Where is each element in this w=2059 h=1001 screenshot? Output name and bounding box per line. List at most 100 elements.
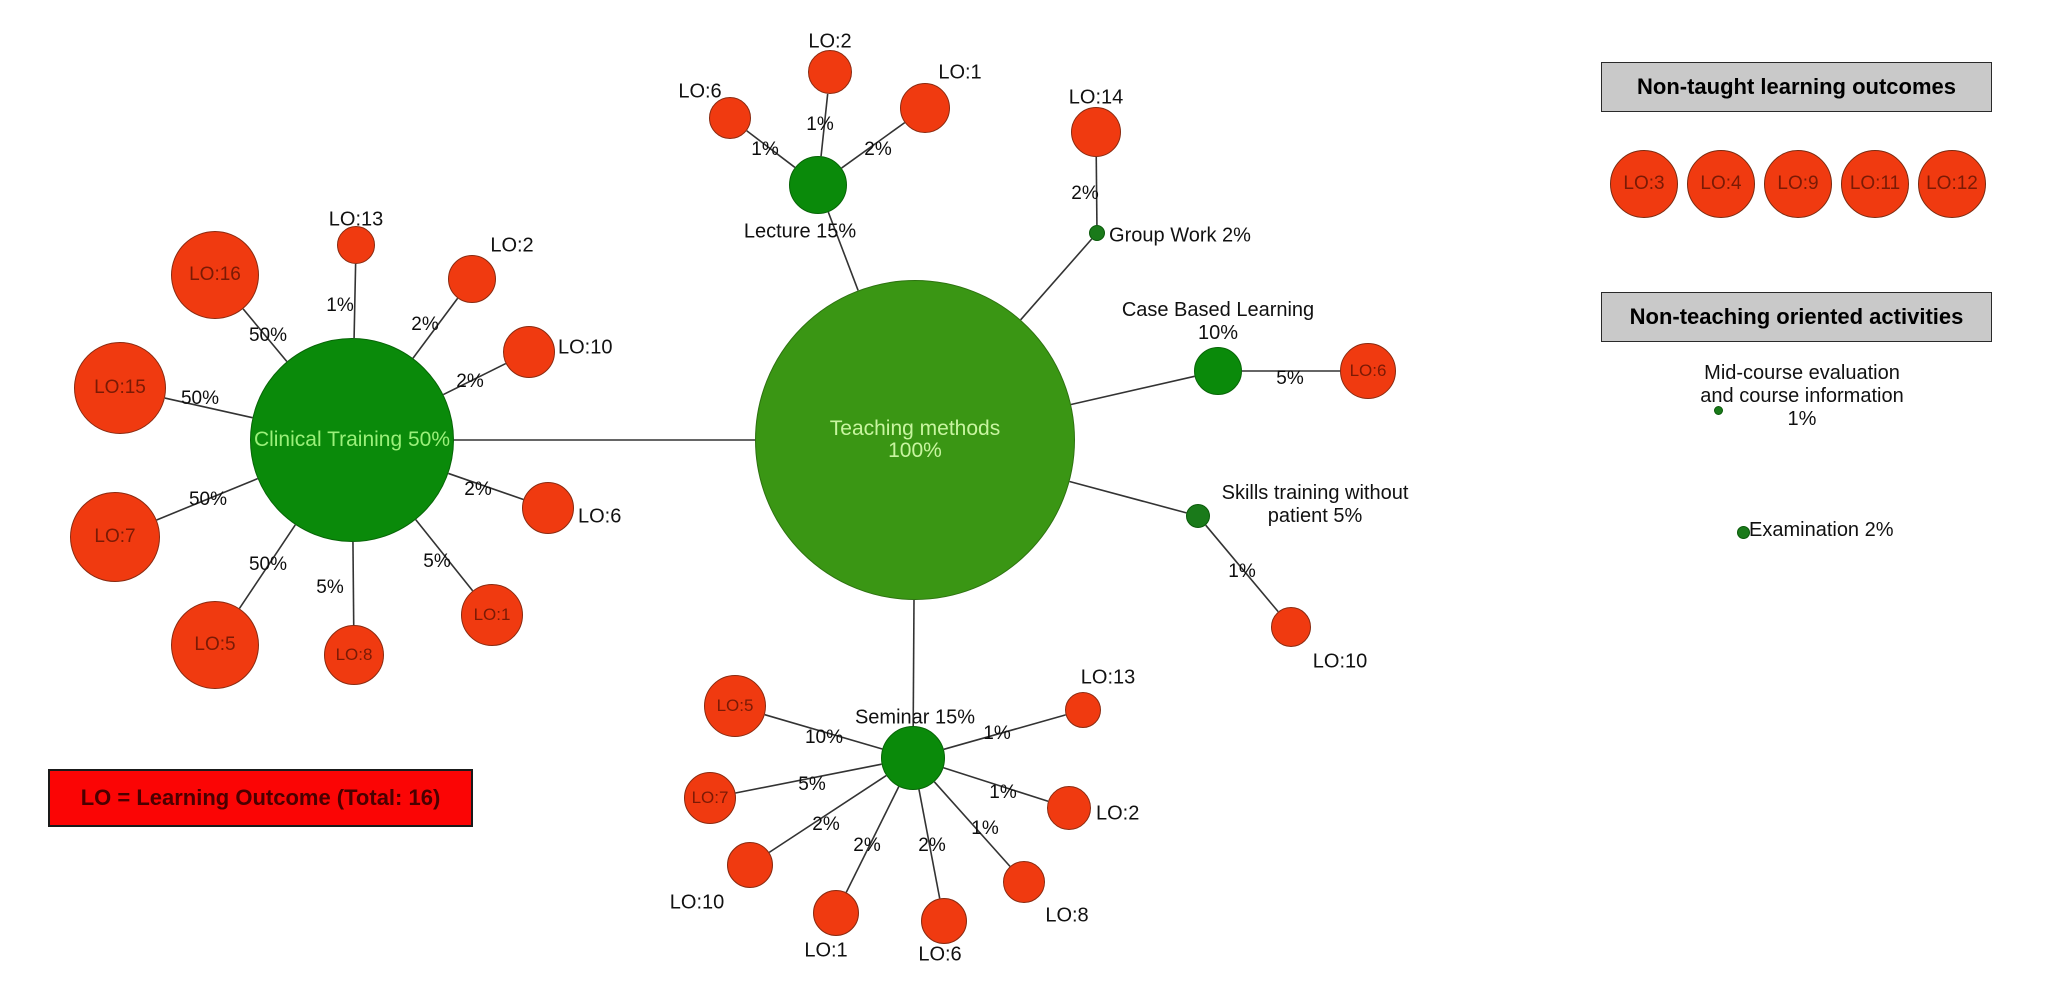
node-lecture-LO2-1-percent: 1%: [806, 114, 834, 135]
node-clinical-training-LO16-0-percent: 50%: [248, 325, 288, 346]
node-clinical-training-LO13-9[interactable]: [337, 226, 375, 264]
node-seminar-LO2-6-percent: 1%: [989, 782, 1017, 803]
node-clinical-training-LO1-5[interactable]: LO:1: [461, 584, 523, 646]
node-case-based-learning-LO6-0-percent: 5%: [1276, 368, 1304, 389]
node-clinical-training-LO7-2-percent: 50%: [188, 489, 228, 510]
node-clinical-training[interactable]: Clinical Training 50%: [250, 338, 454, 542]
node-seminar-LO1-3-percent: 2%: [853, 835, 881, 856]
node-clinical-training-LO7-2[interactable]: LO:7: [70, 492, 160, 582]
label-skills-training: Skills training without patient 5%: [1221, 482, 1409, 527]
edge-clinical-training-4: [352, 541, 355, 626]
legend-lo-circle-label: LO:12: [1926, 173, 1978, 194]
node-clinical-training-LO16-0[interactable]: LO:16: [171, 231, 259, 319]
node-clinical-training-LO1-5-label: LO:1: [473, 605, 511, 625]
node-seminar-LO7-1-label: LO:7: [691, 788, 729, 808]
node-clinical-training-LO10-7[interactable]: [503, 326, 555, 378]
mid-course-evaluation-label: Mid-course evaluation and course informa…: [1700, 362, 1904, 430]
node-lecture-LO6-0-percent: 1%: [751, 139, 779, 160]
node-skills-training-LO10-0-label: LO:10: [1312, 650, 1368, 673]
legend-non-teaching-title: Non-teaching oriented activities: [1601, 292, 1992, 342]
node-teaching-methods-label: Teaching methods 100%: [829, 416, 1001, 462]
node-group-work-LO14-0[interactable]: [1071, 107, 1121, 157]
node-lecture-LO6-0[interactable]: [709, 97, 751, 139]
node-skills-training[interactable]: [1186, 504, 1210, 528]
node-clinical-training-LO6-6[interactable]: [522, 482, 574, 534]
node-seminar-LO13-7[interactable]: [1065, 692, 1101, 728]
node-clinical-training-LO2-8[interactable]: [448, 255, 496, 303]
node-seminar-LO1-3-label: LO:1: [804, 939, 848, 962]
node-clinical-training-LO5-3[interactable]: LO:5: [171, 601, 259, 689]
node-seminar-LO6-4-label: LO:6: [918, 943, 962, 966]
node-seminar-LO8-5-percent: 1%: [971, 818, 999, 839]
edge-clinical-training-9: [353, 263, 357, 339]
node-skills-training-LO10-0[interactable]: [1271, 607, 1311, 647]
legend-lo-circle-label: LO:4: [1700, 173, 1742, 194]
edge-root-skills-training: [1069, 480, 1187, 514]
node-clinical-training-LO13-9-label: LO:13: [328, 208, 384, 231]
node-clinical-training-LO6-6-label: LO:6: [578, 505, 622, 528]
legend-lo-circle-lo12[interactable]: LO:12: [1918, 150, 1986, 218]
node-group-work[interactable]: [1089, 225, 1105, 241]
node-seminar-LO8-5-label: LO:8: [1045, 904, 1089, 927]
node-clinical-training-LO16-0-label: LO:16: [189, 264, 241, 286]
node-clinical-training-LO8-4-label: LO:8: [335, 645, 373, 665]
node-lecture-LO6-0-label: LO:6: [678, 80, 722, 103]
node-clinical-training-LO15-1[interactable]: LO:15: [74, 342, 166, 434]
node-seminar-LO5-0-label: LO:5: [716, 696, 754, 716]
legend-lo-circle-lo4[interactable]: LO:4: [1687, 150, 1755, 218]
node-clinical-training-LO5-3-label: LO:5: [194, 634, 236, 656]
node-seminar-LO2-6-label: LO:2: [1096, 802, 1140, 825]
node-clinical-training-LO13-9-percent: 1%: [326, 295, 354, 316]
node-clinical-training-LO15-1-percent: 50%: [180, 388, 220, 409]
node-seminar-LO8-5[interactable]: [1003, 861, 1045, 903]
node-seminar-LO5-0-percent: 10%: [804, 727, 844, 748]
lo-definition-banner: LO = Learning Outcome (Total: 16): [48, 769, 473, 827]
node-group-work-LO14-0-percent: 2%: [1071, 183, 1099, 204]
node-case-based-learning[interactable]: [1194, 347, 1242, 395]
legend-lo-circle-lo9[interactable]: LO:9: [1764, 150, 1832, 218]
node-lecture[interactable]: [789, 156, 847, 214]
label-lecture: Lecture 15%: [743, 220, 857, 243]
node-clinical-training-LO2-8-label: LO:2: [490, 234, 534, 257]
node-seminar-LO10-2[interactable]: [727, 842, 773, 888]
node-clinical-training-LO8-4[interactable]: LO:8: [324, 625, 384, 685]
node-clinical-training-label: Clinical Training 50%: [253, 427, 451, 451]
label-seminar: Seminar 15%: [854, 706, 976, 729]
legend-lo-circle-lo11[interactable]: LO:11: [1841, 150, 1909, 218]
node-seminar[interactable]: [881, 726, 945, 790]
node-clinical-training-LO15-1-label: LO:15: [94, 377, 146, 399]
node-lecture-LO1-2-label: LO:1: [938, 61, 982, 84]
legend-lo-circle-lo3[interactable]: LO:3: [1610, 150, 1678, 218]
node-seminar-LO10-2-label: LO:10: [669, 891, 725, 914]
node-lecture-LO2-1-label: LO:2: [808, 30, 852, 53]
node-seminar-LO6-4-percent: 2%: [918, 835, 946, 856]
label-case-based-learning: Case Based Learning 10%: [1121, 299, 1315, 344]
legend-lo-circle-label: LO:3: [1623, 173, 1665, 194]
node-seminar-LO6-4[interactable]: [921, 898, 967, 944]
node-clinical-training-LO2-8-percent: 2%: [411, 314, 439, 335]
node-teaching-methods[interactable]: Teaching methods 100%: [755, 280, 1075, 600]
node-seminar-LO13-7-label: LO:13: [1080, 666, 1136, 689]
examination-label: Examination 2%: [1749, 519, 1894, 541]
node-clinical-training-LO5-3-percent: 50%: [248, 554, 288, 575]
node-lecture-LO1-2[interactable]: [900, 83, 950, 133]
node-seminar-LO5-0[interactable]: LO:5: [704, 675, 766, 737]
legend-non-taught-title: Non-taught learning outcomes: [1601, 62, 1992, 112]
examination-dot: [1737, 526, 1750, 539]
node-seminar-LO7-1-percent: 5%: [798, 774, 826, 795]
node-clinical-training-LO6-6-percent: 2%: [464, 479, 492, 500]
node-skills-training-LO10-0-percent: 1%: [1228, 561, 1256, 582]
node-case-based-learning-LO6-0[interactable]: LO:6: [1340, 343, 1396, 399]
node-clinical-training-LO8-4-percent: 5%: [316, 577, 344, 598]
legend-lo-circle-label: LO:9: [1777, 173, 1819, 194]
node-group-work-LO14-0-label: LO:14: [1068, 86, 1124, 109]
node-clinical-training-LO7-2-label: LO:7: [94, 526, 136, 548]
node-seminar-LO7-1[interactable]: LO:7: [684, 772, 736, 824]
node-seminar-LO1-3[interactable]: [813, 890, 859, 936]
node-clinical-training-LO1-5-percent: 5%: [423, 551, 451, 572]
edge-root-case-based-learning: [1070, 375, 1195, 406]
node-lecture-LO2-1[interactable]: [808, 50, 852, 94]
node-seminar-LO2-6[interactable]: [1047, 786, 1091, 830]
node-seminar-LO13-7-percent: 1%: [983, 723, 1011, 744]
